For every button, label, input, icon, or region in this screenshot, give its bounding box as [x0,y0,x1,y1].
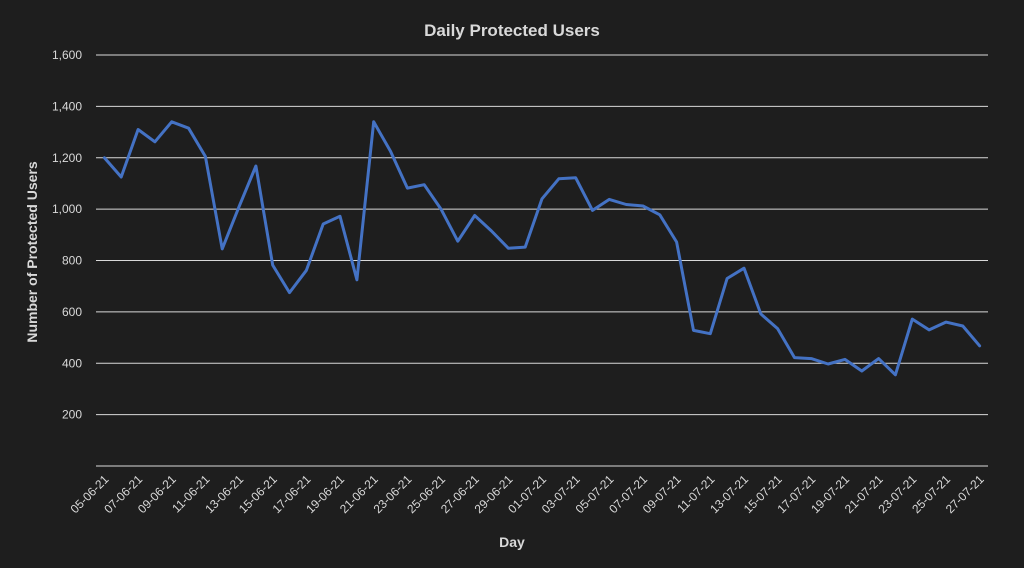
y-axis-ticks: 200 400 600 800 1,000 1,200 1,400 1,600 [52,48,82,422]
x-axis-ticks: 05-06-2107-06-2109-06-2111-06-2113-06-21… [68,472,987,516]
y-tick-label: 1,000 [52,202,82,216]
series-line [102,120,982,377]
y-axis-label: Number of Protected Users [24,161,40,342]
y-tick-label: 200 [62,408,82,422]
grid-lines [96,54,988,467]
y-tick-label: 400 [62,356,82,370]
y-tick-label: 1,200 [52,151,82,165]
y-tick-label: 1,400 [52,99,82,113]
x-axis-label: Day [499,534,525,550]
y-tick-label: 800 [62,254,82,268]
chart-title: Daily Protected Users [424,21,600,40]
y-tick-label: 600 [62,305,82,319]
y-tick-label: 1,600 [52,48,82,62]
